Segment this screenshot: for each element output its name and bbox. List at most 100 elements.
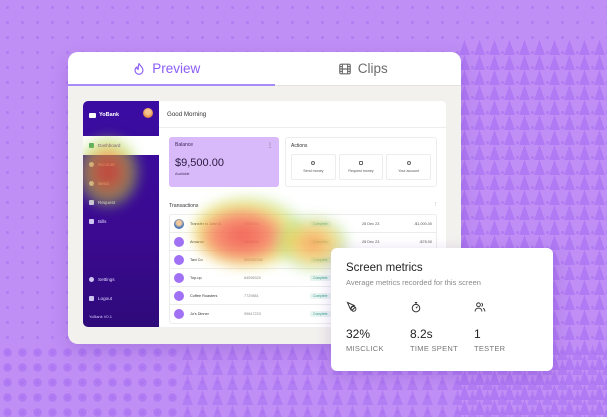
actions-title: Actions: [291, 143, 308, 149]
logout-icon: [89, 296, 94, 301]
tx-name: Coffee Roasters: [190, 293, 218, 298]
tx-name: Transfer to John D.: [190, 221, 223, 226]
metrics-list: 32% MISCLICK 8.2s TIME SPENT 1 TESTER: [346, 300, 538, 353]
sidebar-item-request[interactable]: Request: [83, 193, 159, 212]
tx-ref: 9808908: [244, 239, 259, 244]
tab-bar: Preview Clips: [68, 52, 461, 86]
request-money-button[interactable]: Request money: [338, 154, 384, 180]
status-badge: Complete: [310, 292, 362, 299]
avatar: [174, 236, 184, 247]
balance-amount: $9,500.00: [175, 157, 224, 169]
sidebar: YoBank Dashboard Account Send Re: [83, 101, 159, 327]
balance-sub: Available: [175, 172, 190, 176]
sidebar-item-bills[interactable]: Bills: [83, 212, 159, 231]
action-label: Your account: [398, 169, 420, 173]
sidebar-item-label: Bills: [98, 219, 107, 224]
status-text: Complete: [310, 238, 331, 245]
sidebar-item-account[interactable]: Account: [83, 155, 159, 174]
table-row[interactable]: Jo's Dinner 99847223 Complete: [170, 305, 436, 323]
tx-name: Taxi Co: [190, 257, 203, 262]
sidebar-bottom: Settings Logout YoBank V0.1: [83, 270, 159, 319]
metric-label: TIME SPENT: [410, 344, 459, 353]
app-version: YoBank V0.1: [89, 314, 112, 319]
avatar: [174, 290, 184, 301]
status-badge: Complete: [310, 311, 362, 317]
actions-card: Actions Send money Request money Your ac…: [285, 137, 437, 187]
avatar: [174, 218, 184, 229]
gear-icon: [89, 277, 94, 282]
sidebar-item-label: Dashboard: [98, 143, 121, 148]
grid-icon: [89, 143, 94, 148]
user-circle-icon: [89, 162, 94, 167]
tx-name: Jo's Dinner: [190, 312, 209, 316]
tx-date: 28 Dec 23: [362, 221, 380, 226]
metric-label: MISCLICK: [346, 344, 384, 353]
sidebar-item-label: Settings: [98, 277, 115, 282]
table-row[interactable]: Coffee Roasters 7729881 Complete: [170, 287, 436, 305]
tx-amount: -$78.00: [419, 239, 432, 244]
transactions-title: Transactions: [169, 203, 199, 209]
avatar: [174, 272, 184, 283]
tx-name: Amazon: [190, 239, 204, 244]
screen-metrics-card: Screen metrics Average metrics recorded …: [331, 248, 553, 371]
sidebar-item-send[interactable]: Send: [83, 174, 159, 193]
status-badge: Complete: [310, 274, 362, 281]
sidebar-item-label: Request: [98, 200, 116, 205]
metric-label: TESTER: [474, 344, 506, 353]
action-label: Send money: [303, 169, 324, 173]
kebab-menu-icon[interactable]: ⋮: [432, 202, 439, 208]
sidebar-item-logout[interactable]: Logout: [83, 289, 159, 308]
users-icon: [474, 302, 486, 312]
page-title: Good Morning: [159, 101, 446, 128]
sidebar-item-settings[interactable]: Settings: [83, 270, 159, 289]
metric-value: 32%: [346, 327, 371, 341]
tab-clips[interactable]: Clips: [265, 52, 462, 85]
metric-misclick: 32% MISCLICK: [346, 300, 410, 353]
kebab-menu-icon[interactable]: ⋮: [267, 143, 273, 149]
status-badge: Complete: [310, 220, 362, 227]
tx-ref: 806982080: [244, 257, 264, 262]
metrics-title: Screen metrics: [346, 262, 423, 274]
avatar: [174, 309, 184, 319]
status-text: Complete: [310, 274, 331, 281]
wallet-icon: [89, 200, 94, 205]
tab-preview-label: Preview: [152, 61, 201, 76]
metric-value: 8.2s: [410, 327, 433, 341]
table-row[interactable]: Transfer to John D. 7589034 Complete 28 …: [170, 215, 436, 233]
your-account-button[interactable]: Your account: [386, 154, 432, 180]
metric-time-spent: 8.2s TIME SPENT: [410, 300, 474, 353]
status-text: Complete: [310, 256, 331, 263]
metric-tester: 1 TESTER: [474, 300, 538, 353]
balance-card: Balance ⋮ $9,500.00 Available: [169, 137, 279, 187]
brand-logo-icon: [89, 112, 96, 118]
table-row[interactable]: Top-up 84596320 Complete: [170, 269, 436, 287]
status-text: Complete: [310, 220, 331, 227]
send-icon: [311, 161, 316, 165]
tab-preview[interactable]: Preview: [68, 52, 265, 85]
avatar: [174, 254, 184, 265]
sidebar-item-label: Send: [98, 181, 109, 186]
send-money-button[interactable]: Send money: [291, 154, 336, 180]
flame-icon: [134, 62, 144, 75]
sidebar-item-label: Logout: [98, 296, 113, 301]
tx-date: 28 Dec 23: [362, 239, 380, 244]
metric-value: 1: [474, 327, 481, 341]
brand: YoBank: [83, 109, 159, 121]
tx-amount: -$1,000.00: [413, 221, 432, 226]
tx-ref: 84596320: [244, 275, 261, 280]
status-text: Complete: [310, 292, 331, 299]
background-dots-bottom: [0, 345, 180, 417]
film-icon: [338, 63, 351, 74]
tx-ref: 7589034: [244, 221, 259, 226]
wallet-icon: [359, 161, 363, 165]
misclick-icon: [346, 301, 357, 312]
stopwatch-icon: [411, 302, 421, 313]
avatar[interactable]: [143, 108, 153, 118]
status-text: Complete: [310, 311, 331, 317]
brand-name: YoBank: [99, 112, 120, 118]
sidebar-item-dashboard[interactable]: Dashboard: [83, 136, 159, 155]
receipt-icon: [89, 219, 94, 224]
user-circle-icon: [406, 161, 411, 165]
tx-ref: 7729881: [244, 293, 259, 298]
action-buttons: Send money Request money Your account: [291, 154, 432, 180]
